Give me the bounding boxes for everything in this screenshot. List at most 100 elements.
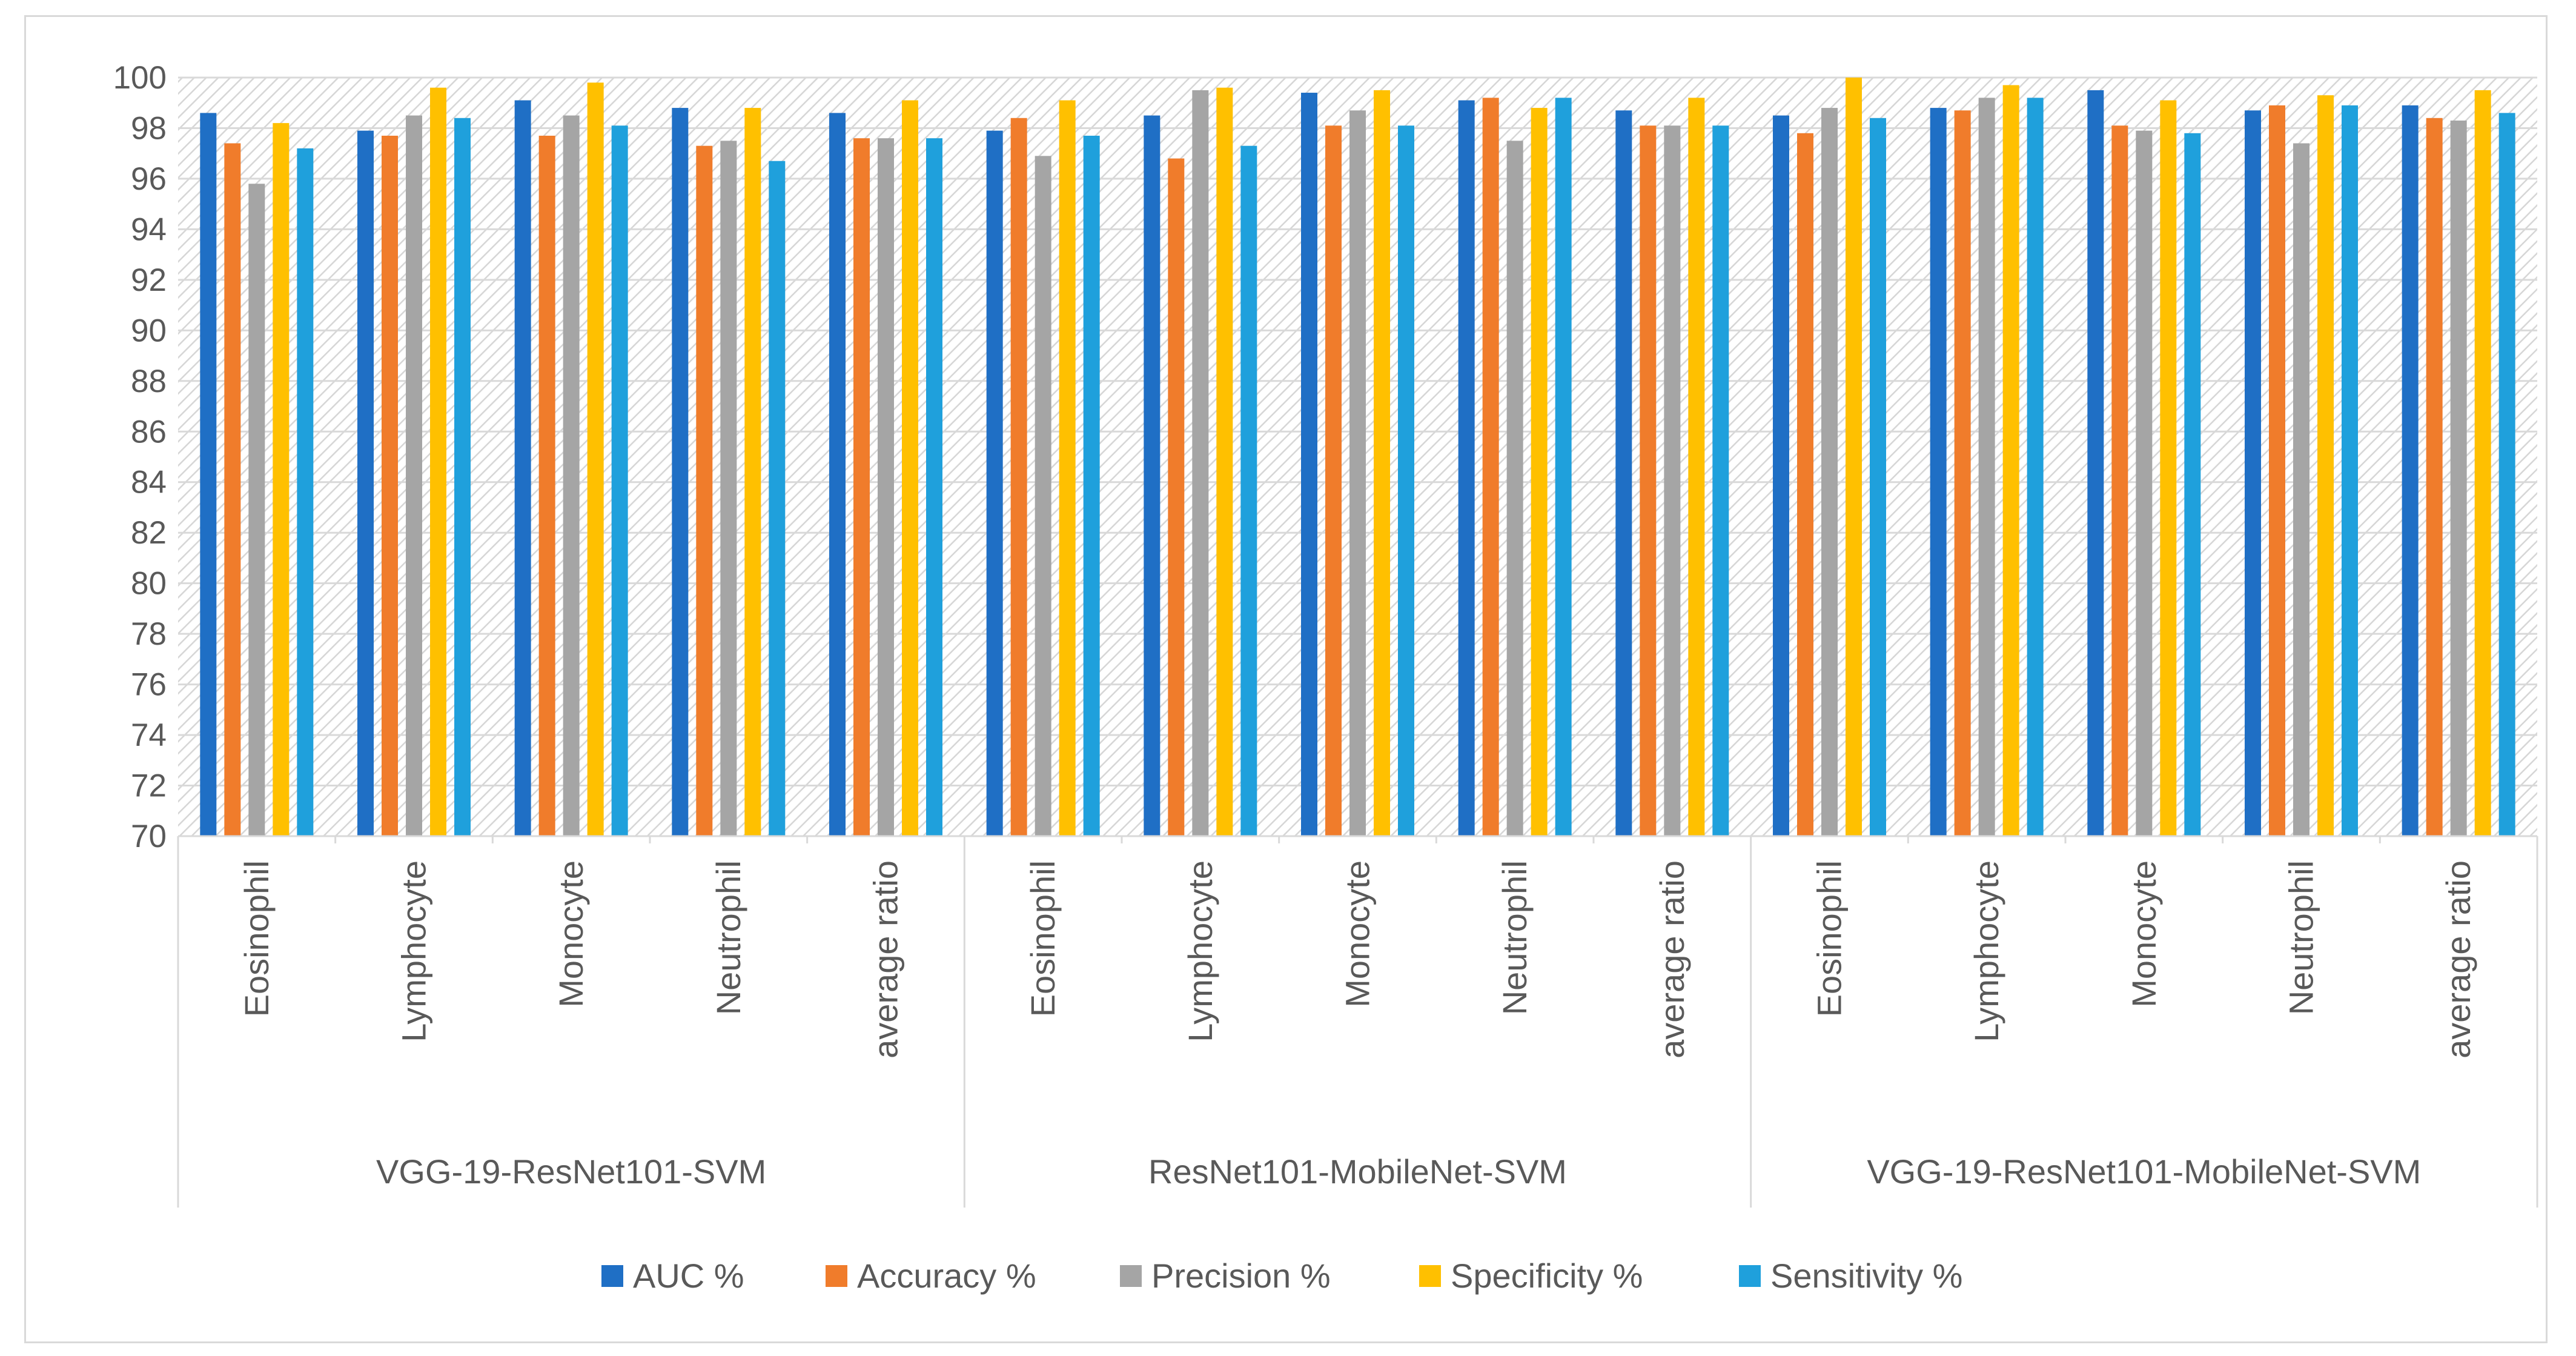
- bar-precision: [878, 138, 894, 836]
- legend-label: Precision %: [1151, 1257, 1331, 1295]
- bar-specificity: [587, 82, 604, 836]
- x-category-label: Eosinophil: [1810, 860, 1849, 1017]
- legend-swatch: [1120, 1265, 1142, 1287]
- bar-specificity: [744, 108, 761, 837]
- bar-auc: [357, 130, 374, 836]
- bar-sensitivity: [1083, 135, 1100, 836]
- bar-specificity: [2002, 85, 2019, 836]
- bar-auc: [1458, 100, 1475, 836]
- bar-precision: [1035, 156, 1051, 837]
- bar-auc: [1930, 108, 1947, 837]
- y-tick-label: 86: [131, 414, 167, 450]
- legend: AUC % Accuracy % Precision % Specificity % S…: [601, 1257, 1962, 1295]
- bar-specificity: [2160, 100, 2177, 836]
- legend-label: Accuracy %: [857, 1257, 1036, 1295]
- x-group-label: VGG-19-ResNet101-MobileNet-SVM: [1867, 1152, 2421, 1191]
- bar-precision: [406, 115, 422, 837]
- bar-precision: [1821, 108, 1838, 837]
- bar-accuracy: [538, 135, 555, 836]
- bar-precision: [1978, 98, 1995, 836]
- legend-swatch: [1419, 1265, 1441, 1287]
- bar-auc: [2402, 105, 2419, 837]
- bar-accuracy: [382, 135, 398, 836]
- bar-auc: [1144, 115, 1161, 837]
- x-category-label: Lymphocyte: [1967, 860, 2005, 1042]
- bar-accuracy: [1797, 133, 1813, 836]
- x-category-label: Monocyte: [552, 860, 590, 1008]
- bar-specificity: [1846, 78, 1862, 836]
- x-category-label: average ratio: [2439, 860, 2477, 1059]
- bar-sensitivity: [769, 161, 786, 837]
- x-category-label: Eosinophil: [237, 860, 276, 1017]
- x-category-label: Neutrophil: [709, 860, 747, 1015]
- legend-label: AUC %: [633, 1257, 744, 1295]
- bar-sensitivity: [297, 148, 314, 837]
- y-tick-label: 84: [131, 465, 167, 500]
- legend-swatch: [601, 1265, 623, 1287]
- y-tick-label: 100: [113, 60, 167, 96]
- bar-accuracy: [2111, 125, 2128, 836]
- y-tick-label: 82: [131, 515, 167, 551]
- bar-precision: [563, 115, 580, 837]
- y-tick-label: 72: [131, 768, 167, 804]
- bar-specificity: [430, 87, 446, 836]
- y-tick-label: 78: [131, 616, 167, 652]
- legend-swatch: [1739, 1265, 1761, 1287]
- y-tick-label: 90: [131, 313, 167, 348]
- bar-accuracy: [2269, 105, 2285, 837]
- x-category-label: average ratio: [867, 860, 905, 1059]
- bar-sensitivity: [926, 138, 942, 836]
- bar-precision: [1192, 90, 1209, 836]
- bar-accuracy: [1482, 98, 1499, 836]
- bar-precision: [2293, 143, 2309, 836]
- y-tick-label: 70: [131, 819, 167, 854]
- x-category-label: Lymphocyte: [1181, 860, 1219, 1042]
- bar-auc: [1773, 115, 1789, 837]
- bar-accuracy: [1010, 118, 1027, 837]
- bar-auc: [2245, 110, 2261, 837]
- bar-accuracy: [853, 138, 870, 836]
- x-group-label: VGG-19-ResNet101-SVM: [376, 1152, 766, 1191]
- bar-specificity: [1531, 108, 1548, 837]
- bar-auc: [2087, 90, 2104, 836]
- bar-specificity: [2474, 90, 2491, 836]
- x-category-label: average ratio: [1653, 860, 1691, 1059]
- bar-sensitivity: [1555, 98, 1572, 836]
- bars: [200, 78, 2515, 837]
- y-tick-label: 80: [131, 566, 167, 602]
- bar-auc: [829, 113, 846, 837]
- bar-sensitivity: [1712, 125, 1729, 836]
- y-tick-label: 94: [131, 211, 167, 247]
- bar-accuracy: [696, 145, 713, 837]
- x-axis: Eosinophil Lymphocyte Monocyte Neutrophil av…: [177, 835, 2538, 1208]
- bar-precision: [2136, 130, 2153, 836]
- bar-precision: [1506, 141, 1523, 836]
- y-tick-label: 92: [131, 262, 167, 298]
- y-tick-label: 74: [131, 717, 167, 753]
- bar-accuracy: [1954, 110, 1971, 837]
- bar-auc: [1615, 110, 1632, 837]
- bar-accuracy: [224, 143, 241, 836]
- bar-auc: [514, 100, 531, 836]
- bar-auc: [986, 130, 1003, 836]
- bar-sensitivity: [1870, 118, 1886, 837]
- bar-auc: [1301, 93, 1317, 836]
- bar-sensitivity: [2027, 98, 2044, 836]
- y-tick-label: 88: [131, 364, 167, 399]
- bar-sensitivity: [1398, 125, 1414, 836]
- bar-sensitivity: [1240, 145, 1257, 837]
- bar-accuracy: [1640, 125, 1657, 836]
- bar-sensitivity: [2498, 113, 2515, 837]
- bar-specificity: [1216, 87, 1233, 836]
- x-category-label: Eosinophil: [1024, 860, 1062, 1017]
- bar-specificity: [2317, 95, 2334, 836]
- bar-precision: [248, 184, 265, 836]
- y-tick-label: 98: [131, 110, 167, 146]
- bar-accuracy: [2426, 118, 2443, 837]
- y-tick-label: 96: [131, 161, 167, 197]
- x-category-label: Monocyte: [2125, 860, 2163, 1008]
- bar-chart: 70 72 74 76 78 80 82 84 86 88 90 92 94 96 98 100 Eosino…: [113, 60, 2538, 1295]
- x-category-label: Neutrophil: [2282, 860, 2320, 1015]
- bar-accuracy: [1325, 125, 1342, 836]
- x-category-label: Lymphocyte: [395, 860, 433, 1042]
